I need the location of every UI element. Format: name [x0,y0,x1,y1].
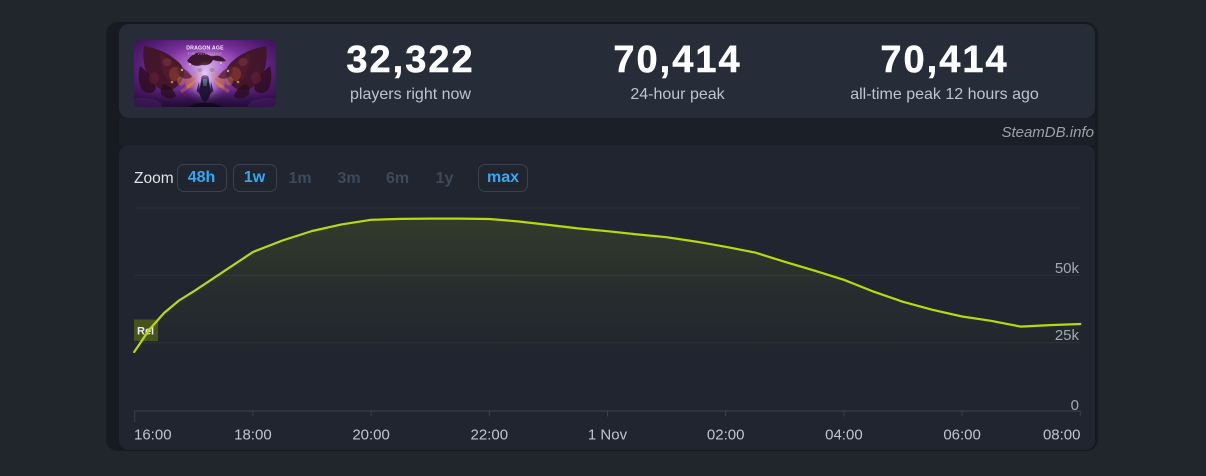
svg-text:THE VEILGUARD: THE VEILGUARD [188,52,223,56]
svg-text:25k: 25k [1055,327,1080,344]
svg-text:02:00: 02:00 [707,427,745,444]
svg-text:22:00: 22:00 [471,427,509,444]
svg-text:20:00: 20:00 [352,427,390,444]
svg-text:1 Nov: 1 Nov [588,427,628,444]
svg-text:0: 0 [1071,397,1079,414]
svg-text:16:00: 16:00 [134,427,172,444]
svg-text:04:00: 04:00 [825,427,863,444]
svg-text:50k: 50k [1055,260,1080,277]
svg-text:08:00: 08:00 [1043,427,1081,444]
svg-text:06:00: 06:00 [943,427,981,444]
svg-text:18:00: 18:00 [234,427,272,444]
svg-text:DRAGON AGE: DRAGON AGE [186,46,224,52]
